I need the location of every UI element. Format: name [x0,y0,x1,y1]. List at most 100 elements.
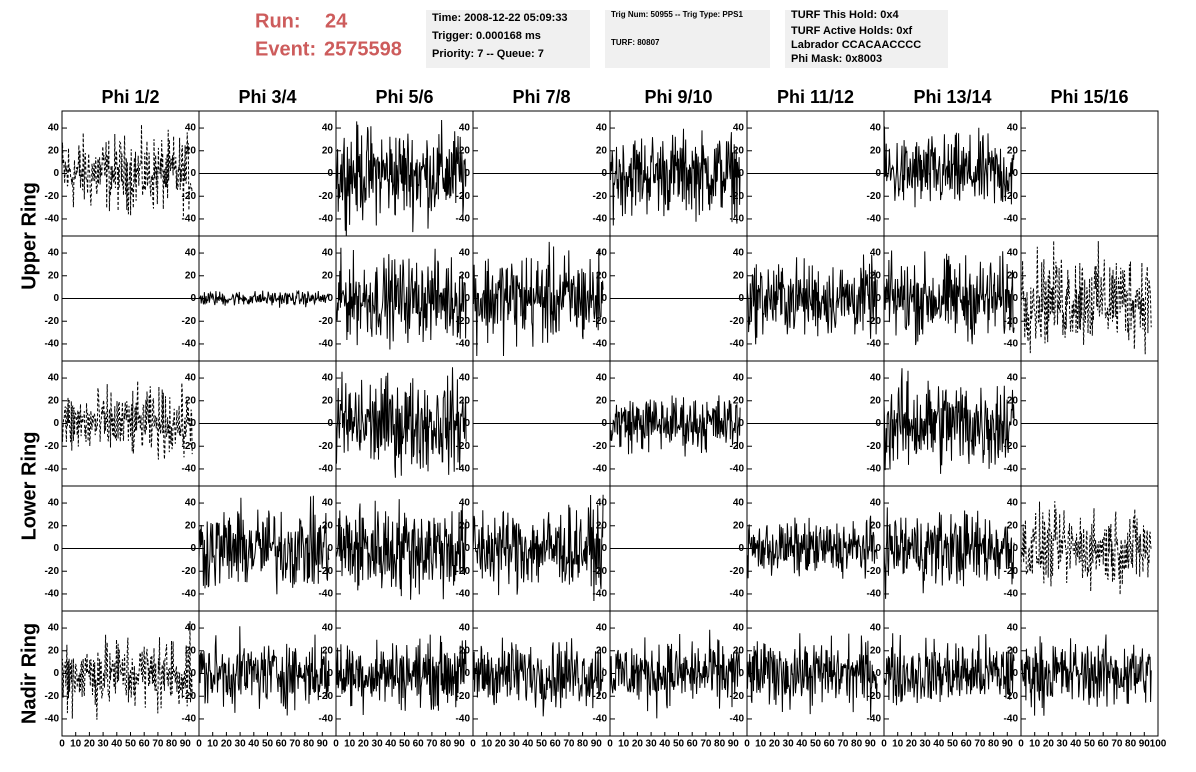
y-tick-label: 20 [733,645,745,656]
waveform [884,250,1015,346]
y-tick-label: 20 [733,270,745,281]
x-tick-label: 20 [84,739,96,750]
y-tick-label: 0 [53,293,59,304]
x-tick-label: 40 [796,739,808,750]
y-tick-label: -20 [319,316,334,327]
waveform [336,634,467,716]
y-tick-label: -20 [1004,316,1019,327]
y-tick-label: 40 [185,248,197,259]
ring-label: Upper Ring [18,182,40,290]
y-tick-label: -20 [45,691,60,702]
waveform [610,395,741,457]
x-tick-label: 40 [248,739,260,750]
y-tick-label: 20 [459,395,471,406]
x-tick-label: 10 [481,739,493,750]
y-tick-label: -40 [182,714,197,725]
y-tick-label: -40 [867,714,882,725]
y-tick-label: 40 [322,373,334,384]
column-header: Phi 13/14 [913,87,991,107]
y-tick-label: 20 [48,645,60,656]
waveform [610,629,741,719]
y-tick-label: 40 [185,623,197,634]
y-tick-label: -40 [867,214,882,225]
y-tick-label: 40 [596,248,608,259]
x-tick-label: 50 [125,739,137,750]
x-tick-label: 30 [98,739,110,750]
x-tick-label: 20 [358,739,370,750]
y-tick-label: 0 [190,668,196,679]
y-tick-label: -40 [456,464,471,475]
info-box [605,10,770,68]
y-tick-label: 20 [1007,395,1019,406]
info-text: Phi Mask: 0x8003 [791,53,882,65]
info-text: Priority: 7 -- Queue: 7 [432,48,544,60]
y-tick-label: 40 [596,123,608,134]
y-tick-label: 0 [1012,543,1018,554]
x-tick-label: 60 [276,739,288,750]
y-tick-label: -20 [1004,191,1019,202]
y-tick-label: -40 [1004,714,1019,725]
x-tick-label: 50 [810,739,822,750]
y-tick-label: 40 [48,248,60,259]
x-tick-label: 90 [865,739,877,750]
x-tick-label: 90 [1139,739,1151,750]
y-tick-label: 0 [464,418,470,429]
waveform [336,247,467,350]
column-header: Phi 5/6 [375,87,433,107]
y-tick-label: -40 [730,589,745,600]
y-tick-label: 20 [870,270,882,281]
y-tick-label: -20 [867,566,882,577]
y-tick-label: 40 [322,623,334,634]
x-tick-label: 80 [577,739,589,750]
y-tick-label: 20 [870,645,882,656]
y-tick-label: -40 [730,714,745,725]
y-tick-label: 40 [322,123,334,134]
y-tick-label: -40 [319,714,334,725]
y-tick-label: 20 [1007,145,1019,156]
x-tick-label: 90 [728,739,740,750]
waveform [610,128,741,226]
y-tick-label: -20 [45,316,60,327]
y-tick-label: 0 [875,293,881,304]
y-tick-label: 20 [733,145,745,156]
y-tick-label: 0 [601,168,607,179]
y-tick-label: 0 [464,168,470,179]
y-tick-label: 0 [464,668,470,679]
y-tick-label: -20 [593,691,608,702]
x-tick-label: 0 [333,739,339,750]
waveform [336,499,467,600]
y-tick-label: -40 [730,214,745,225]
y-tick-label: -20 [867,316,882,327]
x-tick-label: 10 [70,739,82,750]
y-tick-label: 20 [596,520,608,531]
y-tick-label: 40 [185,373,197,384]
run-value: 24 [325,10,348,32]
x-tick-label: 50 [399,739,411,750]
y-tick-label: 0 [327,418,333,429]
x-tick-label: 20 [632,739,644,750]
y-tick-label: 40 [459,623,471,634]
y-tick-label: -40 [730,339,745,350]
y-tick-label: 20 [185,645,197,656]
y-tick-label: 40 [596,373,608,384]
y-tick-label: 0 [327,293,333,304]
info-text: Trig Num: 50955 -- Trig Type: PPS1 [611,10,743,19]
column-header: Phi 3/4 [238,87,296,107]
x-tick-label: 0 [881,739,887,750]
x-tick-label: 10 [618,739,630,750]
x-tick-label: 80 [440,739,452,750]
y-tick-label: 20 [1007,270,1019,281]
y-tick-label: 40 [733,373,745,384]
waveform [199,495,330,595]
x-tick-label: 30 [920,739,932,750]
y-tick-label: 20 [459,645,471,656]
waveform [1021,501,1152,595]
info-text: Labrador CCACAACCCC [791,39,921,51]
y-tick-label: 0 [601,543,607,554]
y-tick-label: -40 [45,589,60,600]
y-tick-label: 40 [459,498,471,509]
waveform [336,367,467,478]
y-tick-label: 20 [459,270,471,281]
y-tick-label: -40 [319,214,334,225]
x-tick-label: 60 [413,739,425,750]
